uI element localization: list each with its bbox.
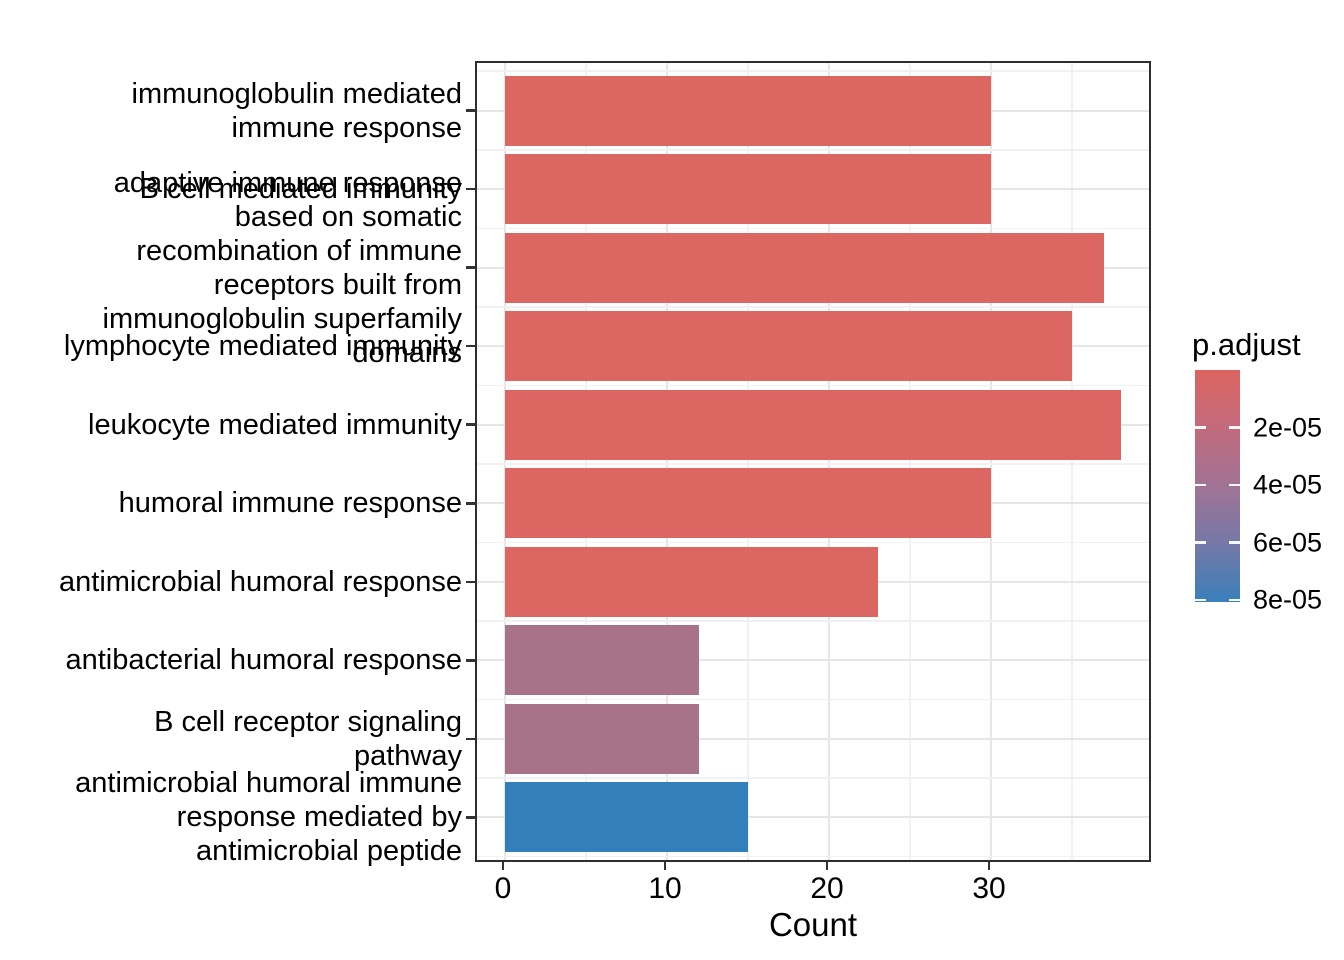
y-axis-label: immunoglobulin mediated immune response <box>131 77 462 144</box>
bar <box>505 625 700 696</box>
gridline-minor-horizontal <box>477 855 1149 858</box>
gridline-minor-vertical <box>909 63 911 860</box>
y-tick <box>466 266 475 269</box>
bar <box>505 154 991 225</box>
y-axis-label: B cell receptor signaling pathway <box>154 705 462 772</box>
y-axis-label: humoral immune response <box>118 487 462 520</box>
legend-tick <box>1195 598 1206 602</box>
bar <box>505 389 1121 460</box>
bar <box>505 468 991 539</box>
gridline-major-horizontal <box>477 737 1149 740</box>
bar <box>505 782 748 853</box>
x-tick-label: 20 <box>810 872 844 905</box>
x-tick-label: 0 <box>494 872 512 905</box>
y-axis-label: adaptive immune response based on somati… <box>102 166 462 369</box>
legend-tick <box>1195 483 1206 487</box>
bar <box>505 311 1072 382</box>
gridline-minor-vertical <box>585 63 587 860</box>
legend-tick <box>1195 541 1206 544</box>
x-tick <box>663 862 667 870</box>
x-tick <box>825 862 829 870</box>
gridline-minor-horizontal <box>477 306 1149 308</box>
y-axis-label: leukocyte mediated immunity <box>88 408 462 441</box>
bar <box>505 703 700 774</box>
legend-tick-label: 8e-05 <box>1253 584 1323 615</box>
y-tick <box>466 580 475 584</box>
legend-tick <box>1229 598 1240 602</box>
gridline-minor-horizontal <box>477 384 1149 387</box>
gridline-major-vertical <box>828 63 830 860</box>
bar <box>505 546 878 617</box>
legend-title: p.adjust <box>1192 327 1301 362</box>
gridline-minor-horizontal <box>477 149 1149 151</box>
gridline-minor-horizontal <box>477 777 1149 779</box>
legend-tick <box>1195 426 1206 429</box>
gridline-major-vertical <box>666 63 668 860</box>
y-axis-label: B cell mediated immunity <box>139 173 462 206</box>
x-tick <box>987 862 991 870</box>
y-tick <box>466 659 475 662</box>
gridline-major-horizontal <box>477 659 1149 662</box>
gridline-minor-horizontal <box>477 620 1149 622</box>
gridline-minor-vertical <box>747 63 749 860</box>
gridline-minor-vertical <box>1071 63 1073 860</box>
plot-panel-inner <box>477 63 1149 860</box>
gridline-minor-horizontal <box>477 70 1149 72</box>
gridline-minor-horizontal <box>477 698 1149 701</box>
legend-tick-label: 6e-05 <box>1253 527 1323 557</box>
y-axis-label: antimicrobial humoral immune response me… <box>75 767 462 868</box>
y-tick <box>466 502 475 505</box>
gridline-major-vertical <box>990 63 992 860</box>
legend-tick-label: 4e-05 <box>1253 469 1323 500</box>
legend-tick <box>1229 426 1240 429</box>
bar <box>505 232 1105 303</box>
gridline-major-horizontal <box>477 816 1149 819</box>
y-tick <box>466 423 475 426</box>
x-tick-label: 30 <box>972 872 1006 905</box>
y-tick <box>466 816 475 819</box>
y-axis-label: lymphocyte mediated immunity <box>63 330 462 363</box>
y-axis-label: antimicrobial humoral response <box>59 565 462 598</box>
x-tick-label: 10 <box>648 872 682 905</box>
y-tick <box>466 344 475 348</box>
gridline-minor-horizontal <box>477 463 1149 465</box>
x-tick <box>501 862 505 870</box>
bar <box>505 75 991 146</box>
legend-tick <box>1229 483 1240 487</box>
gridline-major-vertical <box>504 63 506 860</box>
legend-tick <box>1229 541 1240 544</box>
y-tick <box>466 109 475 112</box>
y-tick <box>466 187 475 191</box>
plot-panel <box>475 61 1151 862</box>
gridline-minor-horizontal <box>477 227 1149 230</box>
y-tick <box>466 737 475 741</box>
legend-tick-label: 2e-05 <box>1253 412 1323 442</box>
gridline-minor-horizontal <box>477 541 1149 544</box>
x-axis-title: Count <box>768 906 858 943</box>
y-axis-label: antibacterial humoral response <box>65 644 462 677</box>
